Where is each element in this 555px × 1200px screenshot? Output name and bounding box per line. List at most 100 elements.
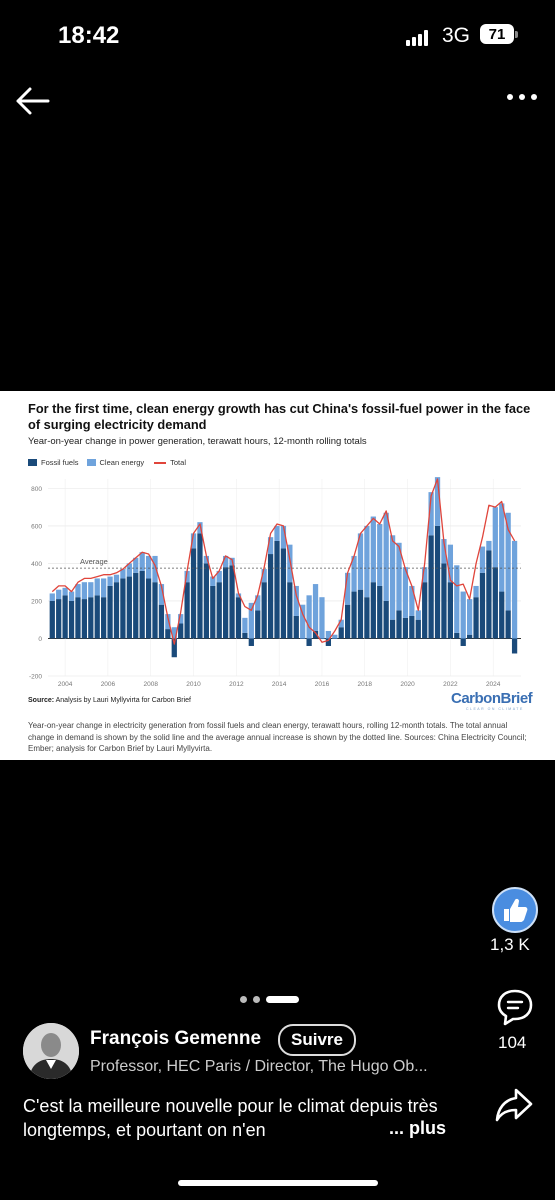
- bar-fossil: [75, 597, 81, 639]
- more-dots-icon[interactable]: [506, 92, 538, 102]
- chart-caption: Year-on-year change in electricity gener…: [28, 721, 527, 753]
- bar-fossil: [261, 582, 267, 639]
- y-tick-label: 800: [31, 486, 42, 493]
- bar-clean: [203, 555, 210, 564]
- bar-clean: [499, 503, 505, 592]
- bar-clean: [409, 585, 415, 616]
- bar-clean: [325, 630, 332, 639]
- bar-fossil: [364, 597, 370, 639]
- bar-clean: [139, 552, 145, 571]
- bar-fossil: [312, 630, 319, 639]
- chart-subtitle: Year-on-year change in power generation,…: [28, 436, 367, 447]
- bar-clean: [377, 524, 383, 586]
- y-tick-label: -200: [29, 674, 42, 681]
- bar-clean: [62, 587, 68, 596]
- bar-clean: [319, 597, 325, 639]
- bar-fossil: [223, 567, 229, 639]
- bar-clean: [68, 591, 75, 601]
- bar-clean: [293, 585, 299, 616]
- bar-clean: [255, 595, 261, 611]
- bar-fossil: [126, 576, 132, 639]
- y-tick-label: 400: [31, 561, 42, 568]
- bar-clean: [505, 512, 511, 611]
- bar-fossil: [280, 548, 287, 639]
- bar-clean: [248, 602, 254, 639]
- bar-fossil: [473, 597, 479, 639]
- bar-clean: [351, 555, 357, 592]
- bar-fossil: [190, 548, 197, 639]
- bar-clean: [415, 610, 421, 620]
- x-tick-label: 2016: [315, 681, 330, 688]
- bar-clean: [300, 604, 306, 639]
- bar-clean: [447, 544, 454, 583]
- see-more-link[interactable]: ... plus: [389, 1118, 447, 1138]
- bar-fossil: [229, 565, 235, 639]
- x-tick-label: 2018: [358, 681, 373, 688]
- bar-fossil: [56, 599, 62, 639]
- bar-clean: [267, 537, 274, 555]
- bar-fossil: [467, 634, 473, 639]
- bar-clean: [422, 567, 428, 583]
- bar-fossil: [165, 629, 171, 639]
- bar-fossil: [377, 585, 383, 639]
- bar-fossil: [242, 632, 248, 639]
- bar-fossil: [101, 597, 107, 639]
- legend-label-clean: Clean energy: [99, 458, 145, 467]
- bar-clean: [210, 576, 216, 586]
- bar-fossil: [460, 638, 466, 646]
- bar-clean: [261, 569, 267, 583]
- back-arrow-icon[interactable]: [14, 84, 52, 118]
- post-image[interactable]: Average -200 0 200 400 600 800 2004 2006 2008 201…: [0, 391, 555, 760]
- bar-fossil: [210, 585, 216, 639]
- bar-clean: [370, 516, 376, 583]
- pager-dot[interactable]: [253, 996, 260, 1003]
- bar-fossil: [287, 582, 293, 639]
- bar-fossil: [49, 600, 55, 639]
- bar-clean: [101, 578, 107, 598]
- bar-fossil: [306, 638, 312, 646]
- share-icon[interactable]: [494, 1086, 534, 1124]
- bar-clean: [332, 634, 338, 639]
- bar-fossil: [492, 567, 498, 639]
- bar-fossil: [120, 578, 126, 639]
- bar-fossil: [248, 638, 254, 646]
- bar-clean: [56, 589, 62, 600]
- battery-icon: 71: [480, 24, 514, 44]
- x-tick-label: 2022: [443, 681, 458, 688]
- signal-icon: [406, 30, 428, 46]
- x-tick-label: 2010: [186, 681, 201, 688]
- bar-fossil: [499, 591, 505, 639]
- author-name[interactable]: François Gemenne: [90, 1028, 262, 1049]
- post-text[interactable]: C'est la meilleure nouvelle pour le clim…: [23, 1096, 438, 1140]
- bar-clean: [133, 557, 139, 573]
- bar-fossil: [139, 570, 145, 639]
- x-tick-label: 2008: [143, 681, 158, 688]
- comment-icon[interactable]: [496, 988, 534, 1028]
- bar-clean: [107, 576, 113, 586]
- bar-fossil: [511, 638, 518, 654]
- bar-fossil: [300, 638, 306, 639]
- pager-dot[interactable]: [240, 996, 247, 1003]
- home-indicator[interactable]: [178, 1180, 378, 1186]
- follow-button[interactable]: Suivre: [278, 1024, 356, 1056]
- carbon-brief-logo: CarbonBrief: [451, 690, 533, 707]
- pager-dot-active[interactable]: [266, 996, 299, 1003]
- bar-clean: [345, 572, 351, 605]
- bar-fossil: [68, 600, 75, 639]
- legend-swatch-clean: [86, 459, 96, 466]
- bar-fossil: [235, 597, 242, 639]
- bar-clean: [152, 555, 158, 583]
- bar-clean: [460, 591, 466, 639]
- bar-fossil: [447, 582, 454, 639]
- author-title: Professor, HEC Paris / Director, The Hug…: [90, 1058, 428, 1075]
- avatar[interactable]: [23, 1023, 79, 1079]
- legend-swatch-total: [154, 461, 167, 464]
- bar-clean: [113, 574, 120, 583]
- bar-fossil: [479, 572, 486, 639]
- bar-fossil: [357, 589, 364, 639]
- x-tick-label: 2014: [272, 681, 287, 688]
- bar-fossil: [454, 632, 460, 639]
- bar-fossil: [203, 563, 210, 639]
- like-button[interactable]: [492, 887, 538, 933]
- like-count: 1,3 K: [490, 935, 530, 954]
